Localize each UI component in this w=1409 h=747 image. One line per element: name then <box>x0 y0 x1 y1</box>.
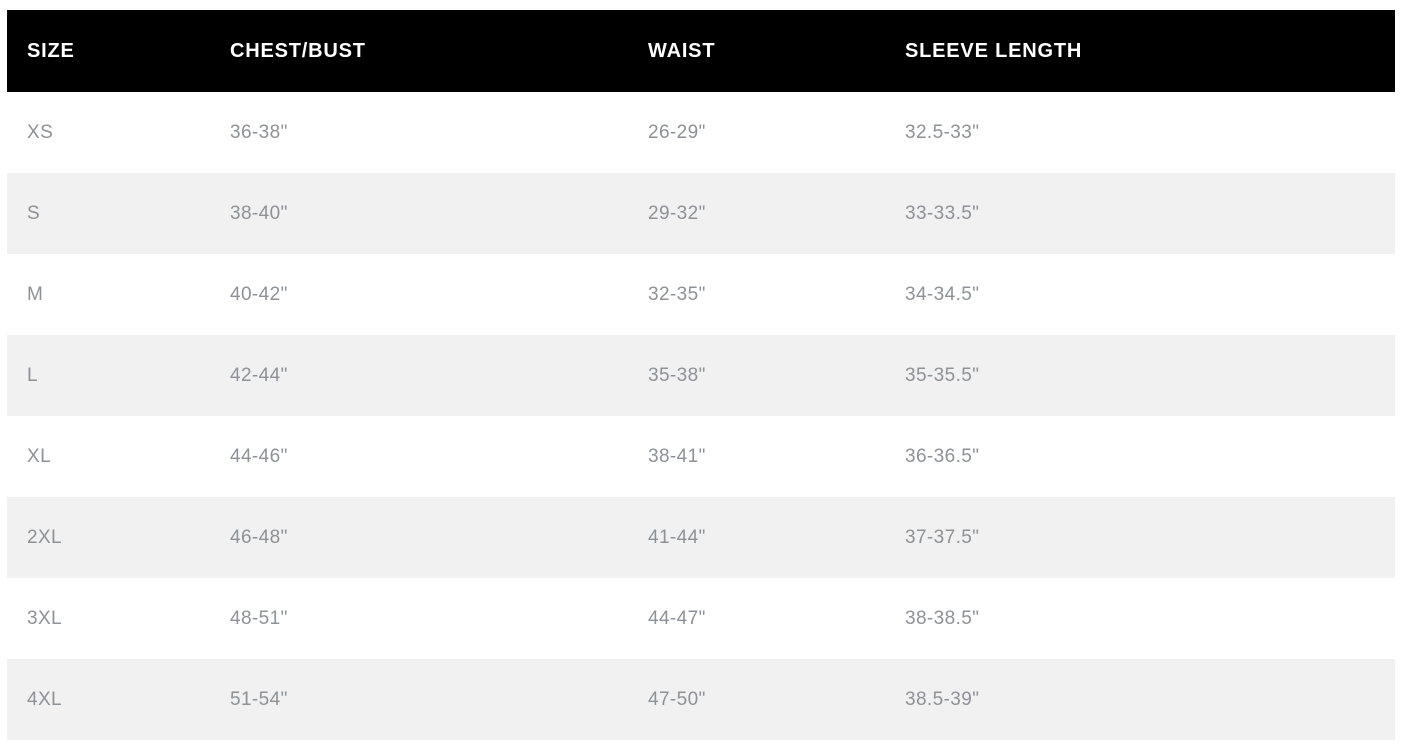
cell-sleeve-length: 37-37.5" <box>905 526 980 548</box>
cell-size: M <box>27 283 44 305</box>
table-row-xl: XL 44-46" 38-41" 36-36.5" <box>7 416 1395 497</box>
cell-chest-bust: 51-54" <box>230 688 288 710</box>
cell-size: XL <box>27 445 52 467</box>
column-header-size: SIZE <box>7 10 210 92</box>
cell-size: S <box>27 202 41 224</box>
cell-sleeve-length: 32.5-33" <box>905 121 980 143</box>
table-row-2xl: 2XL 46-48" 41-44" 37-37.5" <box>7 497 1395 578</box>
cell-chest-bust: 38-40" <box>230 202 288 224</box>
cell-sleeve-length: 38.5-39" <box>905 688 980 710</box>
table-row-l: L 42-44" 35-38" 35-35.5" <box>7 335 1395 416</box>
cell-chest-bust: 36-38" <box>230 121 288 143</box>
size-chart-table: SIZE CHEST/BUST WAIST SLEEVE LENGTH XS 3… <box>7 10 1395 740</box>
table-row-xs: XS 36-38" 26-29" 32.5-33" <box>7 92 1395 173</box>
cell-chest-bust: 40-42" <box>230 283 288 305</box>
cell-waist: 38-41" <box>648 445 706 467</box>
table-row-s: S 38-40" 29-32" 33-33.5" <box>7 173 1395 254</box>
column-header-sleeve-length: SLEEVE LENGTH <box>885 10 1395 92</box>
column-header-chest-bust: CHEST/BUST <box>210 10 628 92</box>
cell-sleeve-length: 36-36.5" <box>905 445 980 467</box>
cell-chest-bust: 46-48" <box>230 526 288 548</box>
cell-size: 4XL <box>27 688 63 710</box>
cell-waist: 29-32" <box>648 202 706 224</box>
cell-size: 3XL <box>27 607 63 629</box>
cell-waist: 32-35" <box>648 283 706 305</box>
table-row-3xl: 3XL 48-51" 44-47" 38-38.5" <box>7 578 1395 659</box>
cell-chest-bust: 48-51" <box>230 607 288 629</box>
cell-waist: 26-29" <box>648 121 706 143</box>
cell-sleeve-length: 34-34.5" <box>905 283 980 305</box>
cell-chest-bust: 44-46" <box>230 445 288 467</box>
cell-sleeve-length: 35-35.5" <box>905 364 980 386</box>
header-row: SIZE CHEST/BUST WAIST SLEEVE LENGTH <box>7 10 1395 92</box>
cell-waist: 41-44" <box>648 526 706 548</box>
cell-size: XS <box>27 121 54 143</box>
cell-sleeve-length: 38-38.5" <box>905 607 980 629</box>
cell-chest-bust: 42-44" <box>230 364 288 386</box>
cell-waist: 44-47" <box>648 607 706 629</box>
table-row-m: M 40-42" 32-35" 34-34.5" <box>7 254 1395 335</box>
cell-sleeve-length: 33-33.5" <box>905 202 980 224</box>
cell-size: L <box>27 364 38 386</box>
cell-waist: 35-38" <box>648 364 706 386</box>
cell-size: 2XL <box>27 526 63 548</box>
table-row-4xl: 4XL 51-54" 47-50" 38.5-39" <box>7 659 1395 740</box>
column-header-waist: WAIST <box>628 10 885 92</box>
cell-waist: 47-50" <box>648 688 706 710</box>
